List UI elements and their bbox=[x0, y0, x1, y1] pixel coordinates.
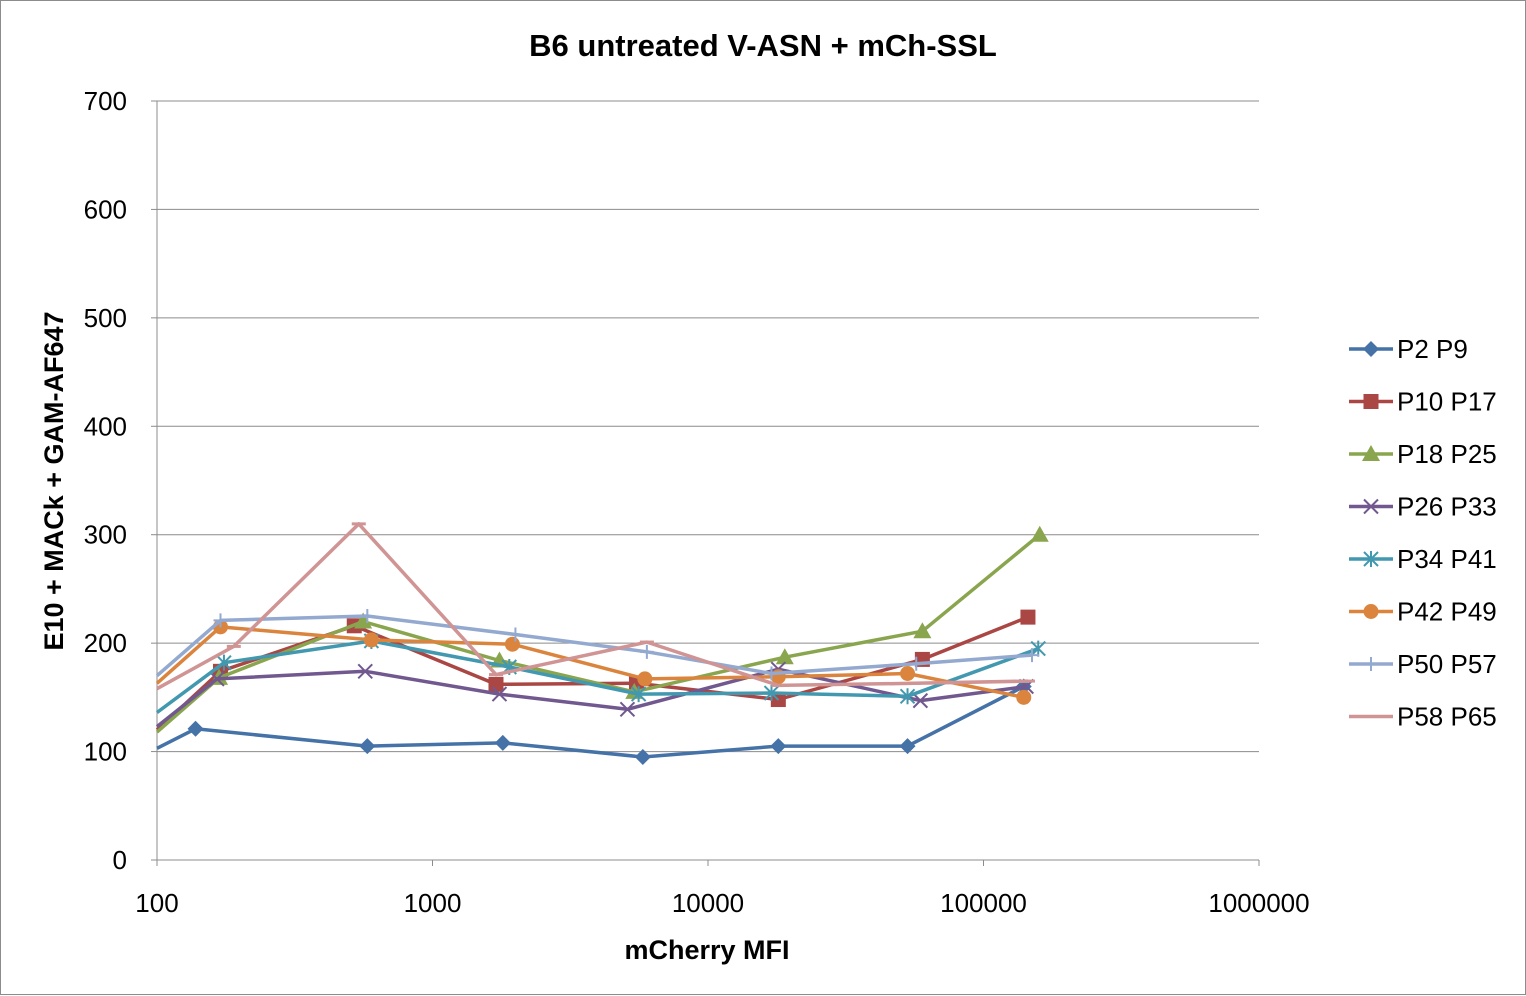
legend-label: P26 P33 bbox=[1397, 492, 1497, 522]
data-point bbox=[634, 748, 651, 765]
data-point bbox=[775, 648, 794, 665]
data-point bbox=[1016, 689, 1032, 705]
legend-item: P42 P49 bbox=[1349, 597, 1497, 627]
series-line bbox=[155, 625, 1025, 700]
data-point bbox=[213, 613, 228, 628]
data-point bbox=[639, 644, 654, 659]
legend-marker bbox=[1363, 394, 1379, 409]
y-tick-label: 500 bbox=[84, 303, 127, 333]
data-point bbox=[504, 636, 520, 652]
y-tick-label: 100 bbox=[84, 737, 127, 767]
x-tick-label: 10000 bbox=[672, 888, 744, 918]
series-lines bbox=[155, 522, 1049, 765]
data-point bbox=[913, 622, 932, 639]
data-point bbox=[619, 701, 636, 717]
x-tick-label: 1000 bbox=[404, 888, 462, 918]
series-8 bbox=[156, 522, 1035, 691]
series-line bbox=[156, 522, 1029, 691]
data-point bbox=[912, 692, 929, 709]
legend-label: P42 P49 bbox=[1397, 597, 1497, 627]
legend-item: P10 P17 bbox=[1349, 387, 1497, 417]
legend-marker bbox=[1363, 341, 1379, 357]
legend-item: P2 P9 bbox=[1349, 334, 1468, 364]
data-point bbox=[630, 686, 647, 703]
data-point bbox=[491, 686, 508, 702]
legend-item: P18 P25 bbox=[1349, 439, 1497, 469]
data-point bbox=[360, 609, 375, 624]
legend: P2 P9 P10 P17 P18 P25 P26 P33 P34 P41 P42 P49… bbox=[1349, 334, 1497, 732]
y-tick-label: 400 bbox=[84, 411, 127, 441]
y-tick-label: 700 bbox=[84, 86, 127, 116]
data-point bbox=[508, 627, 523, 642]
y-tick-labels: 0 100 200 300 400 500 600 700 bbox=[84, 86, 127, 875]
x-tick-label: 1000000 bbox=[1208, 888, 1309, 918]
series-line bbox=[156, 684, 1025, 759]
chart-title: B6 untreated V-ASN + mCh-SSL bbox=[529, 28, 997, 63]
data-point bbox=[354, 612, 373, 629]
data-point bbox=[764, 666, 779, 681]
data-point bbox=[357, 663, 373, 680]
legend-label: P58 P65 bbox=[1397, 702, 1497, 732]
y-tick-label: 300 bbox=[84, 520, 127, 550]
series-line bbox=[155, 614, 1033, 678]
legend-marker bbox=[1363, 498, 1379, 515]
x-tick-label: 100000 bbox=[940, 888, 1027, 918]
legend-marker bbox=[1364, 657, 1378, 671]
data-point bbox=[494, 734, 511, 751]
series-line bbox=[155, 667, 1027, 728]
y-tick-label: 0 bbox=[113, 845, 127, 875]
legend-marker bbox=[1363, 551, 1379, 567]
legend-label: P18 P25 bbox=[1397, 439, 1497, 469]
data-point bbox=[1030, 640, 1046, 657]
data-point bbox=[899, 738, 916, 755]
x-tick-label: 100 bbox=[135, 888, 178, 918]
data-point bbox=[1025, 648, 1040, 663]
legend-item: P26 P33 bbox=[1349, 492, 1497, 522]
legend-marker bbox=[1363, 604, 1379, 619]
series-line bbox=[155, 533, 1041, 734]
data-point bbox=[216, 654, 232, 671]
y-axis-title: E10 + MACk + GAM-AF647 bbox=[39, 311, 69, 650]
data-point bbox=[637, 671, 653, 687]
legend-label: P50 P57 bbox=[1397, 649, 1497, 679]
legend-label: P2 P9 bbox=[1397, 334, 1468, 364]
x-axis-title: mCherry MFI bbox=[624, 935, 789, 965]
y-tick-label: 600 bbox=[84, 194, 127, 224]
data-point bbox=[900, 666, 916, 682]
data-point bbox=[909, 656, 924, 671]
axes bbox=[151, 100, 1260, 866]
data-point bbox=[1020, 609, 1036, 625]
data-point bbox=[363, 632, 379, 648]
series-line bbox=[155, 639, 1039, 714]
gridlines bbox=[157, 100, 1259, 753]
data-point bbox=[770, 738, 787, 755]
y-tick-label: 200 bbox=[84, 628, 127, 658]
data-point bbox=[899, 688, 916, 705]
legend-item: P34 P41 bbox=[1349, 544, 1497, 574]
data-point bbox=[359, 738, 376, 755]
legend-marker bbox=[1362, 445, 1380, 461]
data-point bbox=[187, 720, 204, 737]
data-point bbox=[763, 685, 780, 702]
series-7 bbox=[155, 609, 1040, 681]
data-point bbox=[1030, 525, 1049, 542]
data-point bbox=[209, 671, 225, 687]
x-tick-labels: 100 1000 10000 100000 1000000 bbox=[135, 888, 1309, 918]
legend-label: P34 P41 bbox=[1397, 544, 1497, 574]
series-6 bbox=[155, 619, 1032, 705]
legend-item: P50 P57 bbox=[1349, 649, 1497, 679]
legend-item: P58 P65 bbox=[1349, 702, 1497, 732]
legend-label: P10 P17 bbox=[1397, 387, 1497, 417]
